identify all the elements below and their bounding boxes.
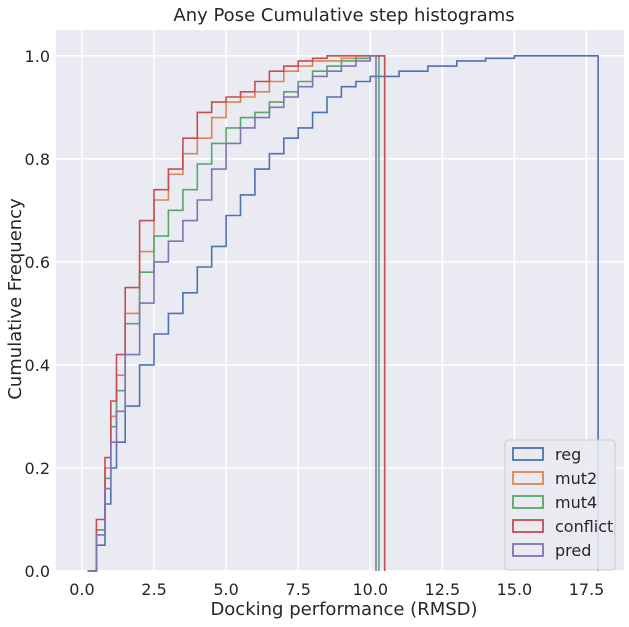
legend-swatch-pred [512, 543, 544, 557]
legend: reg mut2 mut4 conflict pred [504, 439, 616, 571]
x-tick-label: 12.5 [425, 580, 461, 599]
y-tick-label: 0.4 [25, 356, 50, 375]
x-tick-label: 0.0 [69, 580, 94, 599]
legend-swatch-mut2 [512, 471, 544, 485]
legend-label-mut2: mut2 [555, 469, 597, 488]
x-tick-label: 15.0 [497, 580, 533, 599]
y-tick-label: 0.2 [25, 459, 50, 478]
y-tick-label: 0.8 [25, 150, 50, 169]
legend-swatch-mut4 [512, 495, 544, 509]
x-tick-label: 7.5 [285, 580, 310, 599]
legend-swatch-reg [512, 447, 544, 461]
y-axis-label: Cumulative Frequency [5, 198, 26, 400]
chart-title: Any Pose Cumulative step histograms [173, 5, 514, 26]
x-tick-labels: 0.0 2.5 5.0 7.5 10.0 12.5 15.0 17.5 [69, 580, 604, 599]
y-tick-label: 0.6 [25, 253, 50, 272]
series-group [87, 55, 599, 572]
x-axis-label: Docking performance (RMSD) [210, 599, 477, 620]
x-tick-label: 17.5 [569, 580, 605, 599]
x-tick-label: 2.5 [141, 580, 166, 599]
x-tick-label: 10.0 [352, 580, 388, 599]
legend-swatch-conflict [512, 519, 544, 533]
y-tick-labels: 0.0 0.2 0.4 0.6 0.8 1.0 [25, 47, 50, 581]
series-line-pred [87, 55, 377, 572]
legend-label-reg: reg [555, 445, 581, 464]
x-tick-label: 5.0 [213, 580, 238, 599]
legend-label-mut4: mut4 [555, 493, 597, 512]
y-tick-label: 1.0 [25, 47, 50, 66]
y-tick-label: 0.0 [25, 562, 50, 581]
legend-label-pred: pred [555, 541, 591, 560]
series-line-conflict [87, 55, 386, 572]
legend-label-conflict: conflict [555, 517, 613, 536]
series-line-reg [87, 55, 599, 572]
